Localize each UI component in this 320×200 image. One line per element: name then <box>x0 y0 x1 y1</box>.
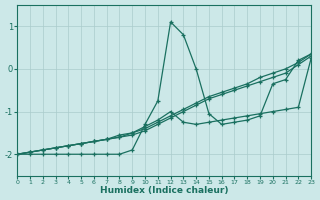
X-axis label: Humidex (Indice chaleur): Humidex (Indice chaleur) <box>100 186 228 195</box>
